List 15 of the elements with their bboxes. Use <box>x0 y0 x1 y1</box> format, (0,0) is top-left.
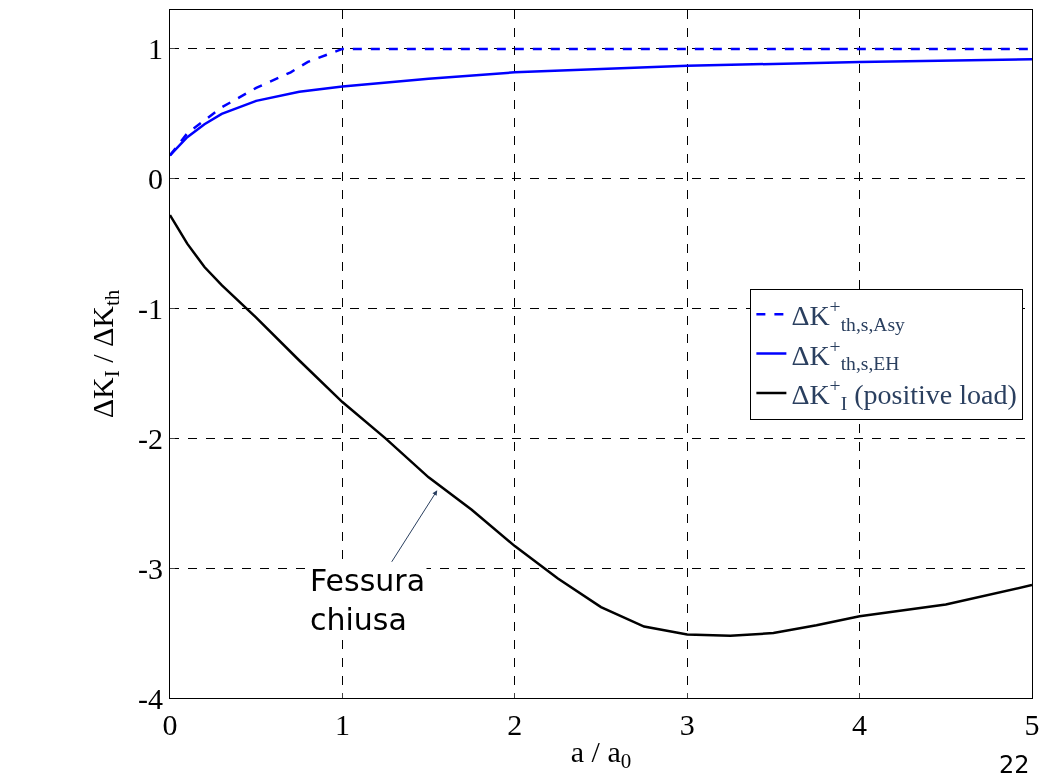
y-tick-label: -2 <box>138 421 163 455</box>
x-tick-label: 1 <box>334 708 350 741</box>
annotation: Fessura chiusa <box>310 563 426 637</box>
legend-label: ΔK$^{+}$$_{I}$ (positive load) <box>791 375 1017 414</box>
x-tick-label: 4 <box>852 708 868 741</box>
x-tick-label: 5 <box>1024 708 1040 741</box>
y-tick-label: -1 <box>138 292 163 326</box>
x-axis-title: a / a$_{0}$ <box>570 734 632 773</box>
y-tick-label: -3 <box>138 551 163 585</box>
y-tick-label: -4 <box>138 681 163 715</box>
x-tick-label: 3 <box>679 708 695 741</box>
y-tick-label: 1 <box>148 32 163 66</box>
x-tick-label: 2 <box>507 708 523 741</box>
y-tick-label: 0 <box>148 162 163 196</box>
text: 22 <box>999 751 1030 778</box>
